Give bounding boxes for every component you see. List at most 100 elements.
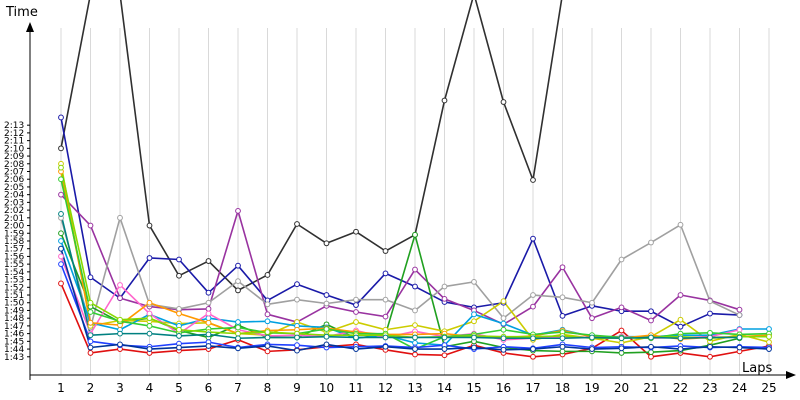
data-point <box>441 334 448 341</box>
x-tick-label: 22 <box>673 381 688 395</box>
y-tick-label: 1:50 <box>4 299 24 309</box>
data-point <box>235 207 241 214</box>
data-point <box>353 346 359 352</box>
y-tick-label: 1:57 <box>4 245 24 255</box>
data-point <box>648 343 654 350</box>
data-point <box>264 348 271 355</box>
data-point <box>87 309 94 315</box>
data-point <box>58 211 64 217</box>
data-point <box>323 341 330 348</box>
data-point <box>648 239 654 246</box>
y-tick-label: 2:10 <box>4 144 24 154</box>
y-tick-label: 2:13 <box>4 121 24 131</box>
data-point <box>382 296 389 303</box>
data-point <box>146 323 153 329</box>
data-point <box>412 283 418 290</box>
data-point <box>87 299 94 306</box>
data-point <box>530 335 536 342</box>
data-point <box>58 114 64 121</box>
x-tick-label: 17 <box>525 381 540 395</box>
data-point <box>707 298 713 305</box>
data-point <box>441 283 448 290</box>
data-point <box>412 266 418 273</box>
data-point <box>294 296 300 303</box>
data-point <box>707 343 713 350</box>
data-point <box>117 341 123 348</box>
data-point <box>500 346 507 353</box>
data-point <box>618 345 625 352</box>
data-point <box>323 240 330 247</box>
data-point <box>471 344 477 351</box>
data-point <box>736 312 743 318</box>
x-tick-label: 5 <box>175 381 183 395</box>
data-point <box>294 347 300 354</box>
x-tick-label: 9 <box>293 381 301 395</box>
x-tick-label: 19 <box>584 381 599 395</box>
y-tick-label: 1:43 <box>4 353 24 363</box>
data-point <box>530 303 536 310</box>
data-point <box>176 326 182 333</box>
x-tick-label: 13 <box>407 381 422 395</box>
data-point <box>412 346 418 352</box>
data-point <box>294 342 300 349</box>
data-point <box>353 334 359 341</box>
y-tick-label: 1:58 <box>4 237 24 247</box>
data-point <box>58 280 64 287</box>
data-point <box>648 349 654 356</box>
data-point <box>677 316 684 323</box>
data-point <box>117 214 123 221</box>
x-axis-arrow <box>786 371 796 379</box>
data-point <box>589 299 595 306</box>
x-tick-labels: 1 2 3 4 5 6 7 8 9 10 11 12 13 14 15 16 17 18 19 20 21 22 23 24 2… <box>57 381 776 395</box>
data-point <box>58 164 64 171</box>
data-point <box>264 329 271 335</box>
data-point <box>58 145 64 152</box>
x-tick-label: 16 <box>496 381 511 395</box>
y-tick-label: 1:48 <box>4 314 24 324</box>
series-line <box>60 213 740 340</box>
data-point <box>412 339 418 346</box>
data-point <box>500 326 507 333</box>
data-point <box>117 330 123 337</box>
x-tick-label: 23 <box>702 381 717 395</box>
data-point <box>205 310 212 317</box>
data-point <box>382 313 389 320</box>
y-tick-label: 2:09 <box>4 152 24 162</box>
data-point <box>648 353 654 360</box>
data-point <box>736 306 743 313</box>
data-point <box>146 330 153 337</box>
data-point <box>205 299 212 306</box>
data-point <box>87 332 94 339</box>
data-point <box>323 326 330 332</box>
data-point <box>412 231 418 238</box>
data-point <box>500 99 507 105</box>
data-point <box>176 333 182 339</box>
y-tick-label: 1:47 <box>4 322 24 332</box>
data-point <box>146 346 153 352</box>
x-tick-label: 20 <box>614 381 629 395</box>
data-point <box>736 344 743 351</box>
series-points <box>58 97 772 360</box>
data-point <box>294 281 300 288</box>
data-point <box>58 191 64 198</box>
data-point <box>382 270 389 277</box>
data-point <box>205 315 212 322</box>
data-point <box>471 318 477 325</box>
data-point <box>235 319 241 325</box>
data-point <box>412 351 418 358</box>
data-point <box>589 315 595 322</box>
y-tick-labels: 1:431:441:451:461:471:481:491:501:511:52… <box>4 121 30 363</box>
data-point <box>58 176 64 183</box>
data-point <box>58 238 64 244</box>
data-point <box>146 255 153 261</box>
data-point <box>707 353 713 360</box>
y-tick-label: 2:00 <box>4 222 24 232</box>
data-point <box>58 261 64 268</box>
data-point <box>146 310 153 317</box>
data-point <box>205 343 212 349</box>
y-tick-label: 2:11 <box>4 137 24 147</box>
x-tick-label: 7 <box>234 381 242 395</box>
y-tick-label: 2:06 <box>4 175 24 185</box>
y-tick-label: 2:01 <box>4 214 24 224</box>
x-tick-label: 1 <box>57 381 65 395</box>
